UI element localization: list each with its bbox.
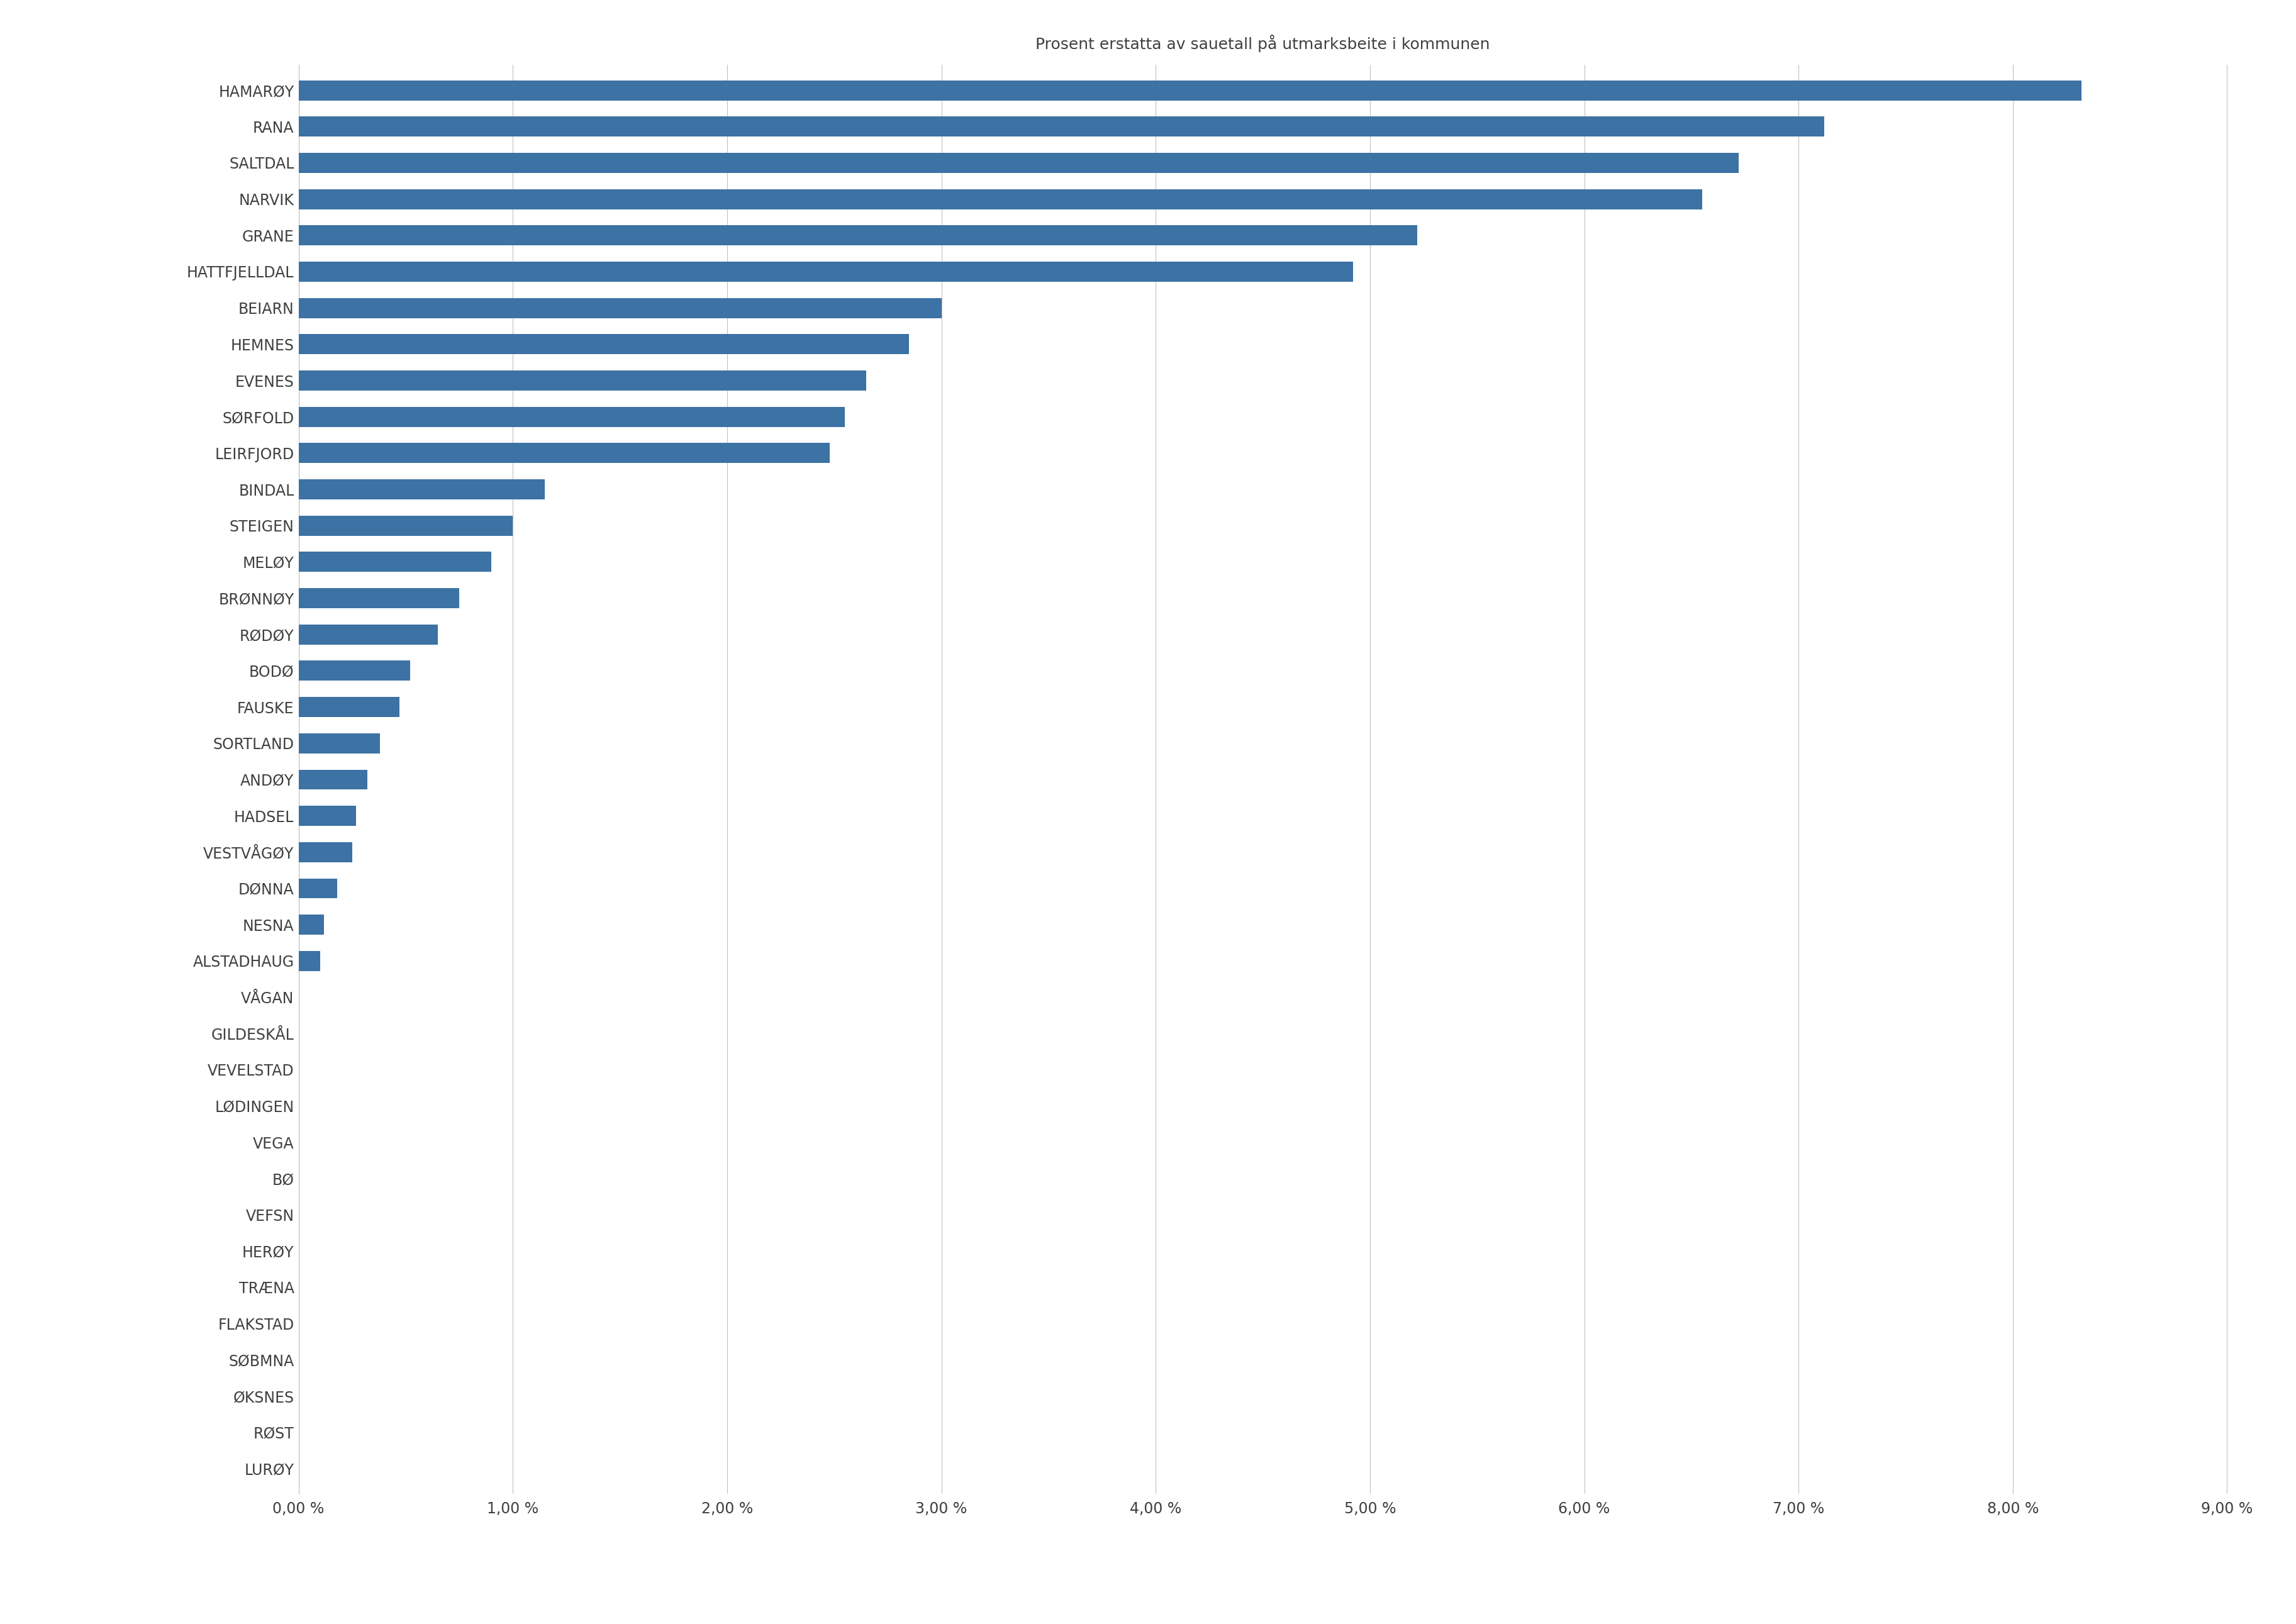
Bar bbox=[298, 770, 367, 789]
Bar bbox=[298, 299, 941, 318]
Bar bbox=[298, 226, 1417, 245]
Bar bbox=[298, 261, 1352, 281]
Bar bbox=[298, 734, 379, 754]
Bar bbox=[298, 843, 351, 862]
Bar bbox=[298, 117, 1825, 136]
Bar bbox=[298, 806, 356, 825]
Bar bbox=[298, 370, 866, 390]
Bar bbox=[298, 697, 400, 716]
Bar bbox=[298, 80, 2082, 101]
Bar bbox=[298, 552, 491, 572]
Bar bbox=[298, 914, 324, 934]
Bar bbox=[298, 516, 512, 536]
Title: Prosent erstatta av sauetall på utmarksbeite i kommunen: Prosent erstatta av sauetall på utmarksb… bbox=[1035, 34, 1490, 52]
Bar bbox=[298, 879, 338, 898]
Bar bbox=[298, 625, 439, 645]
Bar bbox=[298, 153, 1738, 172]
Bar bbox=[298, 661, 411, 680]
Bar bbox=[298, 588, 459, 607]
Bar bbox=[298, 952, 319, 971]
Bar bbox=[298, 335, 909, 354]
Bar bbox=[298, 408, 845, 427]
Bar bbox=[298, 188, 1701, 209]
Bar bbox=[298, 479, 544, 499]
Bar bbox=[298, 443, 829, 463]
